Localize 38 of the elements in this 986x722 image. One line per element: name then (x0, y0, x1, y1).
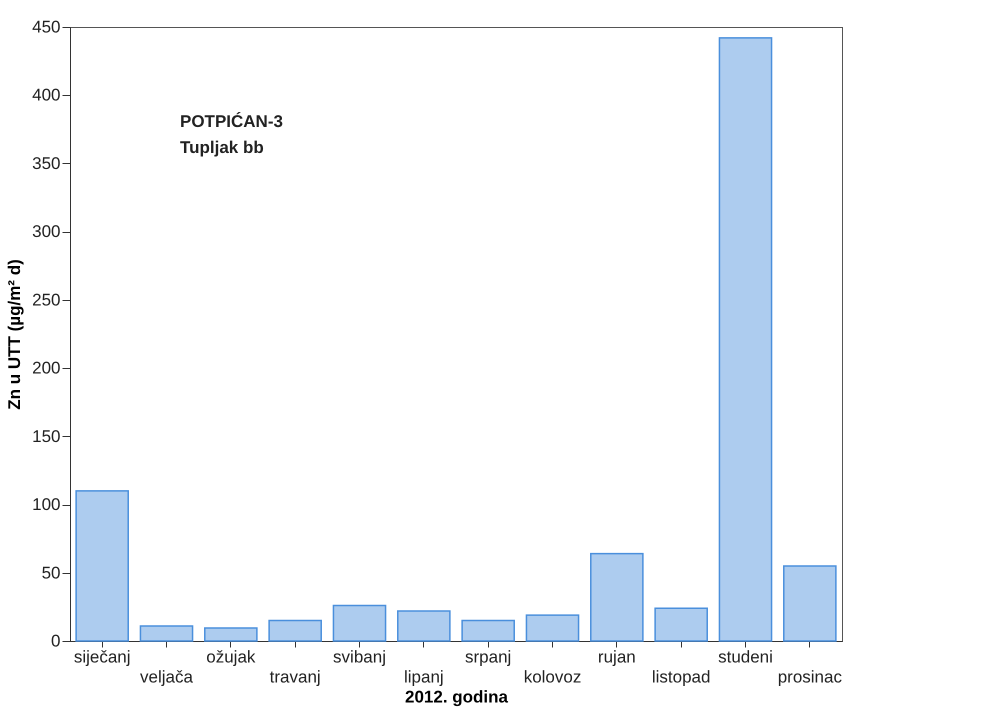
y-tick-label: 100 (32, 495, 60, 514)
x-tick-label: svibanj (333, 648, 386, 666)
x-tick-label: lipanj (404, 668, 444, 686)
x-tick-label: rujan (598, 648, 636, 666)
bar (718, 37, 772, 642)
x-tick-label: listopad (652, 668, 710, 686)
bar (268, 620, 322, 642)
x-tick-label: veljača (140, 668, 194, 686)
y-tick-label: 350 (32, 154, 60, 173)
y-tick-label: 250 (32, 290, 60, 310)
bar (204, 627, 258, 642)
annotation: POTPIĆAN-3 (180, 111, 283, 131)
bar (783, 565, 837, 642)
x-axis-title: 2012. godina (405, 688, 509, 706)
x-tick-label: srpanj (465, 648, 512, 666)
bar (397, 610, 451, 642)
y-tick-label: 150 (32, 426, 60, 446)
x-tick-label: siječanj (74, 648, 131, 666)
annotation: Tupljak bb (180, 138, 264, 157)
x-tick-label: travanj (270, 668, 321, 686)
bar (654, 608, 708, 642)
y-tick-label: 450 (32, 18, 60, 36)
bar (75, 490, 129, 642)
y-tick-label: 0 (51, 632, 60, 650)
x-tick-label: kolovoz (524, 668, 582, 686)
bar (590, 552, 644, 642)
y-tick-label: 50 (42, 563, 60, 582)
x-tick-label: prosinac (778, 668, 842, 686)
y-axis-title: Zn u UTT (µg/m² d) (5, 259, 24, 410)
y-tick-label: 400 (32, 86, 60, 105)
bar (461, 620, 515, 642)
bar (332, 604, 386, 642)
y-tick-label: 200 (32, 358, 60, 378)
bar (140, 625, 194, 642)
bar (526, 614, 580, 642)
x-tick-label: ožujak (206, 648, 256, 666)
y-tick-label: 300 (32, 222, 60, 242)
x-tick-label: studeni (718, 648, 773, 666)
